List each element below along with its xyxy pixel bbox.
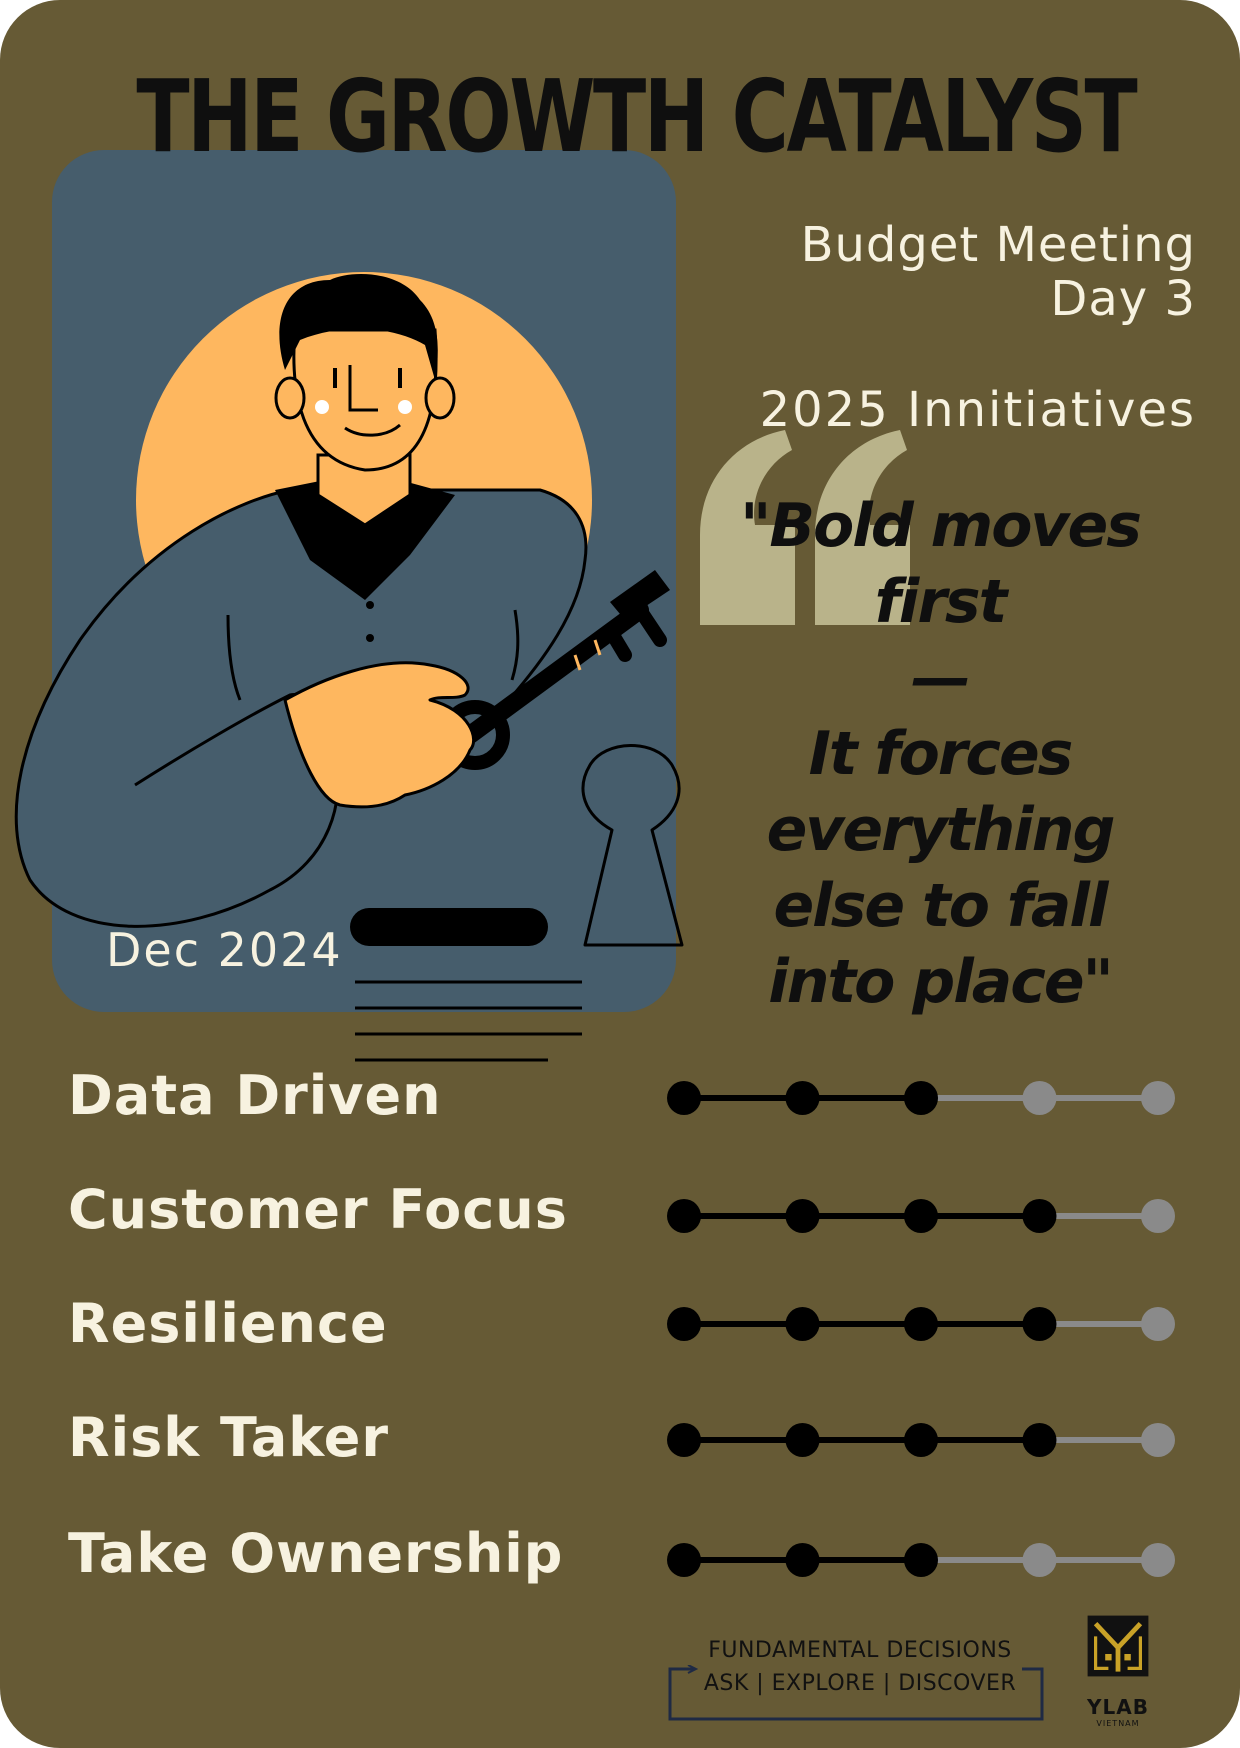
meter-dot-empty <box>1141 1423 1175 1457</box>
date-label: Dec 2024 <box>106 923 343 977</box>
logo-name: YLAB <box>1087 1695 1149 1719</box>
initiatives-label: 2025 Innitiatives <box>759 382 1196 438</box>
meeting-day: Day 3 <box>1050 271 1196 327</box>
meter-dot-filled <box>667 1543 701 1577</box>
trait-label: Data Driven <box>68 1064 442 1127</box>
footer-bracket-icon <box>668 1665 1044 1721</box>
meter-dot-filled <box>1022 1307 1057 1341</box>
card-title: THE GROWTH CATALYST <box>136 58 1137 175</box>
footer-line-2: ASK | EXPLORE | DISCOVER <box>703 1671 1017 1696</box>
quote-text: "Bold moves first — It forces everything… <box>740 491 1142 1017</box>
trait-meter <box>667 1543 1175 1577</box>
man-side-line <box>226 614 242 701</box>
decor-pill <box>350 908 548 946</box>
meter-dot-filled <box>785 1199 820 1233</box>
meter-dot-filled <box>904 1307 938 1341</box>
meter-dot-empty <box>1022 1081 1057 1115</box>
meter-dot-filled <box>667 1423 701 1457</box>
meter-dot-filled <box>904 1081 938 1115</box>
meter-dot-filled <box>1022 1423 1057 1457</box>
meter-dot-filled <box>904 1199 938 1233</box>
meter-dot-filled <box>667 1307 701 1341</box>
trait-label: Take Ownership <box>68 1522 564 1585</box>
trait-label: Resilience <box>68 1292 388 1355</box>
trait-meter <box>667 1423 1175 1457</box>
keyhole-icon <box>581 744 684 947</box>
meter-dot-empty <box>1022 1543 1057 1577</box>
meter-dot-filled <box>785 1423 820 1457</box>
meter-dot-empty <box>1141 1543 1175 1577</box>
meter-dot-filled <box>904 1543 938 1577</box>
meter-dot-filled <box>904 1423 938 1457</box>
ylab-logo-icon <box>1087 1615 1149 1677</box>
ylab-logo: YLAB VIETNAM <box>1078 1614 1158 1744</box>
man-side-line-right <box>510 609 520 681</box>
meter-dot-filled <box>667 1199 701 1233</box>
meter-dot-empty <box>1141 1307 1175 1341</box>
trait-meter <box>667 1199 1175 1233</box>
trait-meter <box>667 1081 1175 1115</box>
logo-sub: VIETNAM <box>1096 1719 1140 1728</box>
meter-dot-filled <box>785 1307 820 1341</box>
meter-dot-filled <box>785 1543 820 1577</box>
footer-line-1: FUNDAMENTAL DECISIONS <box>708 1638 1012 1663</box>
trait-label: Customer Focus <box>68 1178 568 1241</box>
meter-dot-empty <box>1141 1199 1175 1233</box>
trait-label: Risk Taker <box>68 1406 389 1469</box>
man-hair <box>279 274 438 380</box>
man-collar <box>275 480 455 600</box>
quote-mark-icon <box>700 430 910 625</box>
man-with-key-illustration <box>14 272 684 1062</box>
meter-dot-empty <box>1141 1081 1175 1115</box>
meter-dot-filled <box>667 1081 701 1115</box>
man-hand <box>283 661 476 809</box>
meter-dot-filled <box>785 1081 820 1115</box>
meeting-info: Budget Meeting Day 3 <box>801 218 1196 326</box>
meeting-title: Budget Meeting <box>800 217 1196 273</box>
trait-meter <box>667 1307 1175 1341</box>
meter-dot-filled <box>1022 1199 1057 1233</box>
